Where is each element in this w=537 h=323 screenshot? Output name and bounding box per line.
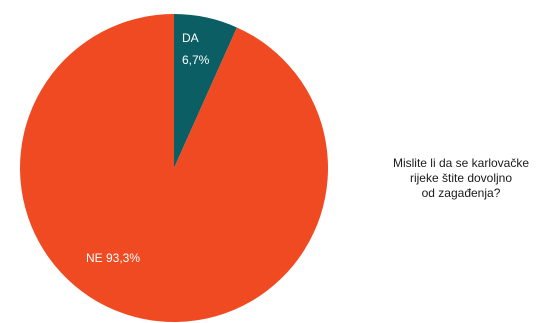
slice-label-ne: NE 93,3% (86, 251, 140, 265)
pie-slice-ne (20, 14, 329, 322)
slice-label-text: NE 93,3% (86, 251, 140, 265)
slice-label-da: DA 6,7% (182, 31, 210, 67)
slice-label-value: 6,7% (182, 53, 210, 67)
chart-question: Mislite li da se karlovačke rijeke štite… (392, 156, 530, 200)
slice-label-name: DA (182, 31, 199, 45)
pie-slice-da (174, 14, 237, 168)
